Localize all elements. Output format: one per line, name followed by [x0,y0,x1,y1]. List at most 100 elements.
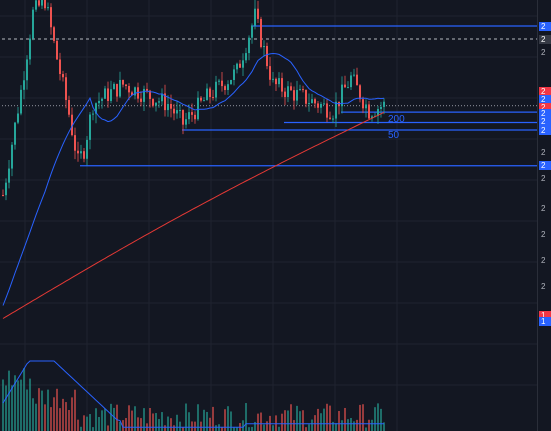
volume-bar [350,417,352,431]
candle-body [8,168,10,183]
price-tag: 2 [539,117,551,127]
candle-body [317,103,319,108]
volume-bar [110,403,112,431]
candle-body [344,84,346,88]
volume-bar [8,370,10,431]
candle-body [65,77,67,101]
candle-body [362,99,364,109]
volume-bar [362,404,364,431]
price-tag: 1 [539,317,551,327]
volume-bar [41,390,43,431]
candle-body [323,103,325,105]
candle-body [272,78,274,80]
candle-body [284,91,286,98]
volume-bar [347,419,349,431]
volume-bar [101,410,103,431]
candle-body [161,93,163,102]
volume-bar [26,389,28,431]
price-tag: 2 [539,21,551,31]
volume-bar [71,397,73,431]
candle-body [2,195,4,196]
volume-bar [275,415,277,431]
candle-body [218,80,220,82]
candle-body [194,114,196,120]
volume-bar [371,419,373,431]
candle-body [257,8,259,19]
candle-body [80,151,82,154]
price-tag: 2 [539,109,551,119]
candle-body [5,182,7,196]
volume-bar [107,425,109,431]
volume-bar [140,418,142,431]
volume-bar [38,388,40,431]
candle-body [140,98,142,102]
volume-bar [98,416,100,431]
volume-bar [326,403,328,431]
candle-body [239,63,241,68]
moving-averages [2,52,385,319]
candle-body [23,80,25,90]
candle-body [125,84,127,87]
volume-bar [245,403,247,431]
volume-bar [254,421,256,431]
candle-body [20,89,22,114]
candle-body [152,98,154,106]
candle-body [149,90,151,99]
candle-body [173,108,175,114]
price-tag: 2 [539,125,551,135]
candle-body [242,60,244,68]
candle-body [260,18,262,48]
price-tick-label: 2 [541,47,546,57]
volume-bar [341,420,343,431]
candle-body [71,114,73,136]
candle-body [215,81,217,98]
price-scale[interactable] [537,0,551,431]
candle-body [185,119,187,125]
candle-body [206,88,208,101]
volume-bar [338,410,340,431]
volume-bar [173,425,175,431]
volume-bar [215,425,217,431]
volume-bar [224,409,226,431]
candle-body [116,83,118,97]
volume-bar [227,406,229,431]
price-tag: 2 [539,94,551,104]
volume-bar [155,413,157,431]
volume-bar [161,412,163,431]
volume-bar [248,427,250,431]
candle-body [62,74,64,78]
candle-body [266,46,268,67]
volume-bar [359,404,361,431]
volume-bar [284,410,286,431]
volume-bars [2,368,385,431]
volume-bar [335,423,337,431]
volume-bar [14,375,16,431]
volume-bar [317,408,319,431]
candle-body [41,0,43,6]
candle-body [179,110,181,112]
volume-bar [167,416,169,431]
candle-body [89,114,91,140]
volume-bar [80,426,82,431]
volume-bar [143,408,145,431]
volume-bar [134,406,136,431]
price-tag: 1 [539,310,551,320]
candle-body [35,0,37,10]
volume-bar [302,410,304,431]
volume-bar [62,398,64,431]
price-tick-label: 2 [541,229,546,239]
candle-body [356,74,358,86]
volume-bar [2,379,4,431]
volume-bar [311,419,313,431]
candle-body [53,27,55,41]
volume-bar [287,410,289,431]
candle-body [290,86,292,91]
volume-bar [236,427,238,431]
volume-bar [281,413,283,431]
volume-bar [164,425,166,431]
candle-body [347,87,349,89]
candle-body [305,89,307,104]
candle-body [299,89,301,91]
candle-body [302,89,304,91]
